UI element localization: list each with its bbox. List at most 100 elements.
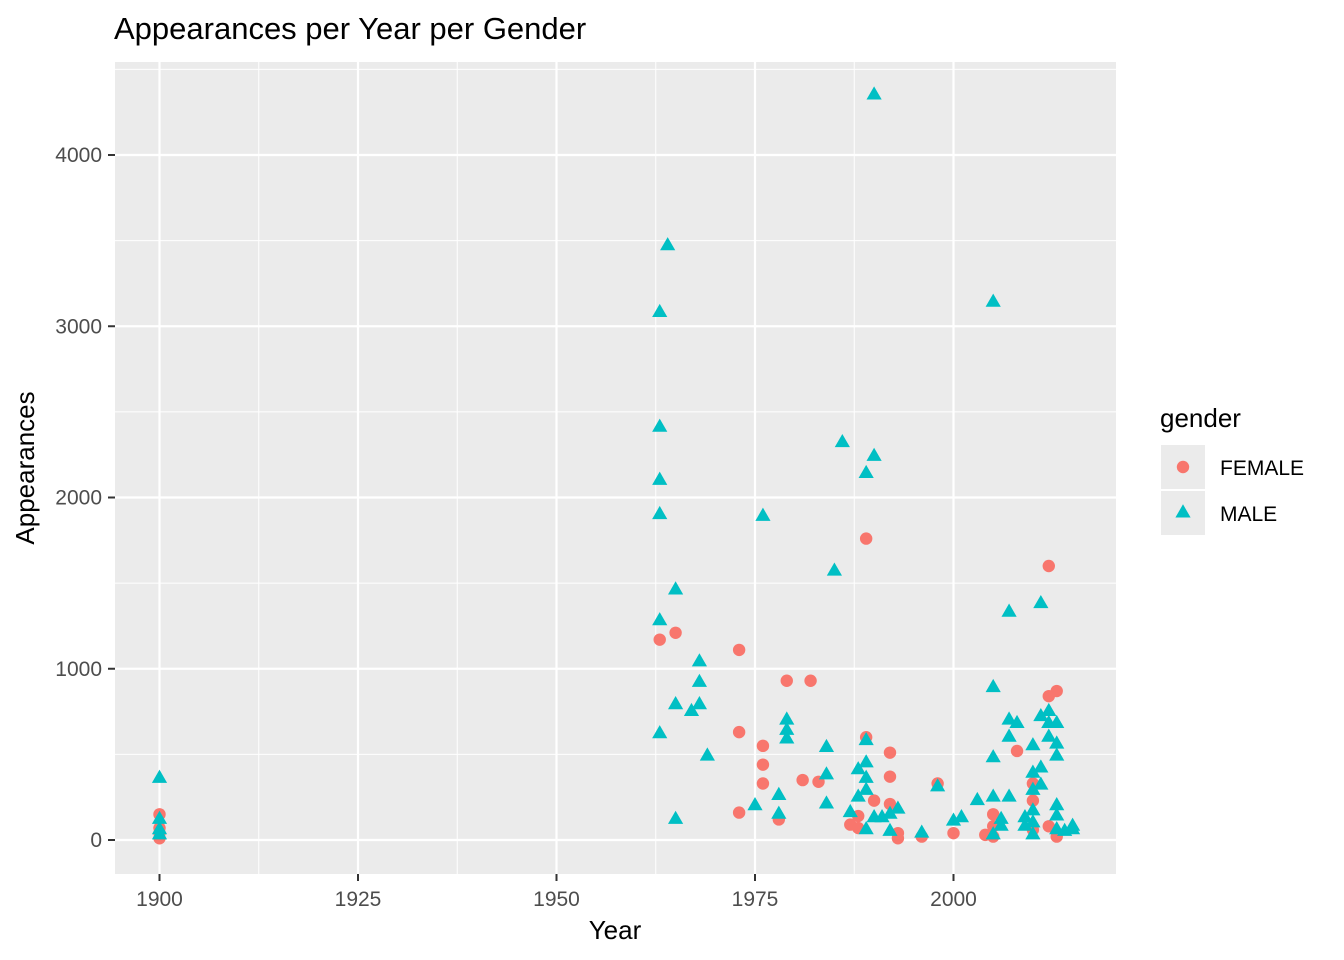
male-point (882, 805, 898, 819)
male-point (652, 612, 668, 626)
y-axis: 0 1000 2000 3000 4000 (55, 144, 115, 852)
male-point (850, 761, 866, 775)
x-axis: 1900 1925 1950 1975 2000 (136, 874, 977, 911)
male-point (866, 86, 882, 100)
female-point (867, 794, 881, 807)
male-point (771, 786, 787, 800)
y-tick-label: 0 (90, 829, 102, 852)
legend: gender FEMALE MALE (1160, 403, 1304, 535)
male-point (1025, 781, 1041, 795)
male-point (1025, 764, 1041, 778)
male-point (1041, 728, 1057, 742)
y-tick-label: 2000 (55, 487, 102, 510)
male-point (1025, 737, 1041, 751)
male-point (691, 696, 708, 710)
male-point (818, 738, 835, 753)
female-point (804, 674, 817, 687)
legend-label: FEMALE (1220, 457, 1304, 480)
male-point (779, 711, 795, 725)
y-tick-label: 1000 (55, 658, 102, 681)
female-point (756, 777, 770, 790)
male-point (652, 505, 668, 520)
male-point (691, 673, 708, 687)
male-point (1017, 809, 1033, 823)
x-tick-label: 2000 (930, 888, 977, 911)
male-point (826, 562, 842, 576)
male-point (699, 747, 715, 761)
male-point (1001, 603, 1017, 617)
male-point (1017, 817, 1033, 831)
male-point (818, 795, 835, 809)
male-point (969, 791, 985, 806)
minor-gridlines (115, 62, 1116, 874)
male-point (1025, 802, 1041, 816)
male-point (1033, 594, 1049, 609)
male-point (747, 797, 763, 811)
female-point (1026, 794, 1040, 807)
male-point (151, 810, 168, 824)
male-point (930, 778, 946, 792)
male-point (985, 749, 1001, 763)
male-point (985, 678, 1001, 693)
female-point (796, 773, 809, 787)
male-point (1009, 714, 1025, 729)
plot-panel (115, 62, 1116, 874)
female-point (883, 746, 897, 759)
female-point (1050, 684, 1063, 698)
male-point (683, 702, 700, 717)
y-tick-label: 4000 (55, 144, 102, 167)
data-points (151, 86, 1081, 845)
legend-female-marker (1176, 460, 1190, 474)
male-point (866, 447, 882, 461)
legend-title: gender (1160, 403, 1241, 433)
female-point (1010, 744, 1024, 758)
male-point (668, 581, 684, 595)
male-point (652, 725, 668, 739)
male-point (985, 826, 1001, 840)
male-point (151, 826, 168, 840)
female-point (780, 674, 793, 687)
male-point (834, 434, 850, 448)
male-point (1049, 714, 1065, 729)
male-point (858, 769, 874, 783)
major-gridlines (115, 62, 1116, 874)
male-point (1049, 797, 1065, 811)
male-point (668, 696, 684, 710)
male-point (1001, 788, 1017, 802)
male-point (945, 812, 962, 826)
male-point (1049, 747, 1065, 761)
male-point (779, 721, 795, 735)
male-point (779, 730, 795, 744)
male-point (755, 507, 771, 521)
male-point (993, 817, 1009, 831)
male-point (771, 805, 787, 819)
legend-label: MALE (1220, 503, 1277, 526)
legend-male-marker (1175, 504, 1191, 518)
female-point (653, 633, 666, 646)
male-point (914, 824, 930, 838)
female-point (883, 770, 897, 783)
male-point (985, 788, 1001, 802)
male-point (858, 754, 874, 768)
x-axis-label: Year (589, 915, 642, 945)
male-point (985, 293, 1001, 307)
male-point (1001, 711, 1017, 725)
x-tick-label: 1925 (335, 888, 382, 911)
male-point (858, 464, 874, 479)
male-point (1033, 776, 1049, 790)
male-point (1065, 821, 1081, 835)
male-point (652, 418, 668, 432)
male-point (151, 769, 168, 783)
male-point (850, 788, 866, 802)
male-point (652, 303, 668, 318)
male-point (858, 821, 874, 835)
x-tick-label: 1975 (732, 888, 779, 911)
male-point (1041, 702, 1057, 717)
female-point (883, 797, 897, 811)
male-point (993, 810, 1009, 824)
male-point (858, 781, 874, 795)
male-point (890, 800, 906, 814)
male-point (842, 803, 858, 818)
male-point (882, 822, 898, 836)
